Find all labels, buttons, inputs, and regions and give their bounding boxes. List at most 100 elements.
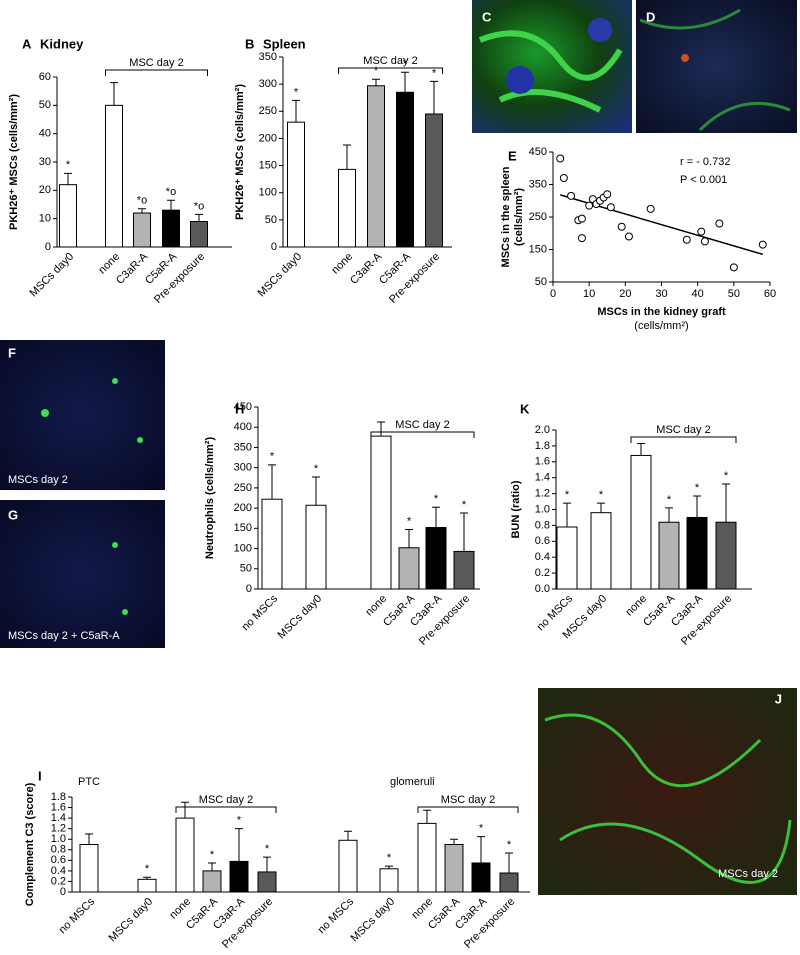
x-tick-label: none <box>96 251 122 277</box>
bracket-label: MSC day 2 <box>395 419 449 431</box>
y-tick-label: 200 <box>259 132 277 144</box>
error-bar <box>312 476 320 506</box>
y-tick-label: 350 <box>234 441 252 453</box>
point <box>697 227 706 236</box>
panel-label: B <box>245 36 254 51</box>
image-d: D <box>636 0 797 133</box>
significance-mark: * <box>66 159 71 171</box>
bracket <box>338 67 443 74</box>
bar <box>370 435 392 590</box>
error-bar <box>477 836 485 863</box>
significance-mark: * <box>599 489 604 501</box>
significance-mark: * <box>462 499 467 511</box>
point <box>577 234 586 243</box>
error-bar <box>432 506 440 528</box>
point <box>700 237 709 246</box>
x-tick-label: no MSCs <box>316 895 357 936</box>
y-tick-label: 0.6 <box>535 535 550 547</box>
error-bar <box>597 502 605 513</box>
significance-mark: * <box>695 482 700 494</box>
point <box>567 191 576 200</box>
x-tick-label: none <box>623 593 649 619</box>
point <box>556 154 565 163</box>
significance-mark: *o <box>194 200 204 212</box>
point <box>624 232 633 241</box>
point <box>758 240 767 249</box>
y-tick-label: 50 <box>240 563 252 575</box>
x-tick-label: MSCs day0 <box>106 896 155 945</box>
x-tick-label: 60 <box>764 288 776 300</box>
error-bar <box>167 199 175 211</box>
bracket-label: MSC day 2 <box>656 424 710 436</box>
bar <box>379 868 399 893</box>
significance-mark: *o <box>137 195 147 207</box>
image-c: C <box>472 0 632 133</box>
y-tick-label: 0.8 <box>535 519 550 531</box>
bracket <box>630 436 737 443</box>
significance-mark: * <box>270 451 275 463</box>
bar <box>229 860 249 893</box>
y-tick-label: 1.4 <box>51 812 66 824</box>
image-caption: MSCs day 2 <box>718 868 778 880</box>
error-bar <box>430 80 438 114</box>
y-tick-label: 2.0 <box>535 424 550 436</box>
y-tick-label: 1.0 <box>51 833 66 845</box>
y-tick-label: 0 <box>246 583 252 595</box>
y-axis-label: Complement C3 (score) <box>24 782 36 906</box>
y-tick-label: 300 <box>259 78 277 90</box>
y-tick-label: 0.4 <box>51 865 66 877</box>
y-axis-label: MSCs in the spleen <box>500 166 512 267</box>
bar <box>162 209 180 248</box>
y-tick-label: 50 <box>265 214 277 226</box>
y-tick-label: 0.2 <box>535 567 550 579</box>
significance-mark: * <box>434 493 439 505</box>
x-tick-label: none <box>329 251 355 277</box>
point <box>729 263 738 272</box>
bar <box>79 844 99 893</box>
error-bar <box>208 862 216 871</box>
bar <box>590 512 612 590</box>
error-bar <box>268 464 276 500</box>
significance-mark: * <box>407 515 412 527</box>
significance-mark: * <box>294 86 299 98</box>
bar <box>471 862 491 893</box>
image-caption: MSCs day 2 + C5aR-A <box>8 630 120 642</box>
error-bar <box>195 213 203 222</box>
x-tick-label: 40 <box>692 288 704 300</box>
point <box>577 214 586 223</box>
y-tick-label: 1.8 <box>51 791 66 803</box>
error-bar <box>235 828 243 862</box>
panel-label: G <box>8 507 18 522</box>
y-tick-label: 1.0 <box>535 503 550 515</box>
bar <box>105 104 123 248</box>
chart-title: Spleen <box>263 36 306 51</box>
error-bar <box>450 838 458 845</box>
annotation: r = - 0.732 <box>680 156 730 168</box>
error-bar <box>181 801 189 819</box>
image-g: G MSCs day 2 + C5aR-A <box>0 500 165 648</box>
bar <box>453 550 475 590</box>
y-axis-label: (cells/mm²) <box>513 188 525 246</box>
error-bar <box>344 830 352 841</box>
significance-mark: * <box>314 463 319 475</box>
error-bar <box>405 529 413 548</box>
panel-label: E <box>508 148 517 163</box>
error-bar <box>385 865 393 869</box>
y-axis-label: PKH26⁺ MSCs (cells/mm²) <box>234 84 246 220</box>
significance-mark: * <box>724 470 729 482</box>
x-tick-label: 0 <box>550 288 556 300</box>
significance-mark: * <box>374 65 379 77</box>
bar <box>556 526 578 590</box>
x-tick-label: 50 <box>728 288 740 300</box>
significance-mark: * <box>565 489 570 501</box>
error-bar <box>460 512 468 552</box>
bar <box>499 872 519 893</box>
error-bar <box>143 876 151 880</box>
bar <box>137 878 157 893</box>
y-tick-label: 1.4 <box>535 472 550 484</box>
y-tick-label: 10 <box>39 213 51 225</box>
bar <box>190 221 208 248</box>
y-tick-label: 0 <box>45 241 51 253</box>
point <box>559 174 568 182</box>
